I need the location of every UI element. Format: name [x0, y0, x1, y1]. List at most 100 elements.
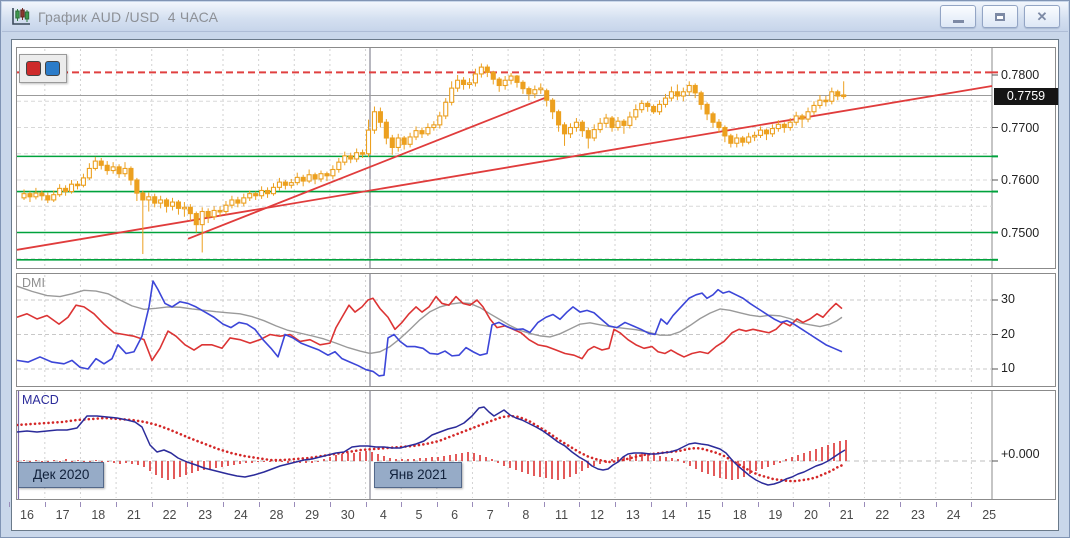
date-tick: [365, 502, 367, 507]
candle: [39, 192, 45, 197]
price-axis-label: 0.7600: [1001, 173, 1040, 187]
candle: [835, 91, 841, 97]
candle: [674, 91, 680, 97]
candle: [716, 121, 722, 129]
candle: [306, 174, 312, 182]
date-tick: [650, 502, 652, 507]
date-tick: [80, 502, 82, 507]
candle: [781, 123, 787, 129]
candle: [496, 78, 502, 87]
candle: [704, 103, 710, 115]
candle: [550, 99, 556, 113]
candle: [80, 177, 86, 186]
candle: [413, 130, 419, 138]
candle: [841, 94, 847, 98]
date-label: 29: [305, 508, 320, 522]
date-tick: [900, 502, 902, 507]
candle: [63, 187, 69, 193]
title-bar[interactable]: График AUD /USD 4 ЧАСА ✕: [2, 2, 1068, 32]
macd-pane[interactable]: MACD Дек 2020 Янв 2021 +0.000: [16, 390, 1056, 500]
candle: [312, 174, 318, 180]
macd-label: MACD: [22, 393, 59, 407]
date-tick: [793, 502, 795, 507]
maximize-button[interactable]: [982, 5, 1018, 28]
candle: [520, 81, 526, 90]
candle: [205, 210, 211, 218]
candle: [33, 192, 39, 198]
candle: [829, 91, 835, 102]
date-tick: [258, 502, 260, 507]
date-tick: [721, 502, 723, 507]
macd-histogram: [17, 440, 847, 480]
candle: [668, 91, 674, 99]
date-tick: [864, 502, 866, 507]
candle: [437, 115, 443, 126]
time-axis[interactable]: 16 17 18 21 22 23 24 28 29 30 4 5 6 7 8 11 12 13 14 15 18 19 2…: [9, 502, 1056, 530]
date-tick: [329, 502, 331, 507]
dmi-adx-line: [17, 285, 843, 355]
candle: [461, 79, 467, 85]
candle: [86, 167, 92, 179]
candle: [354, 152, 360, 160]
trendline-1[interactable]: [17, 85, 993, 251]
candle: [603, 117, 609, 124]
dmi-plot[interactable]: [17, 274, 1055, 386]
date-tick: [436, 502, 438, 507]
date-tick: [151, 502, 153, 507]
buy-marker-button[interactable]: [45, 61, 60, 76]
price-plot[interactable]: [17, 48, 1055, 268]
close-button[interactable]: ✕: [1024, 5, 1060, 28]
candle: [187, 206, 193, 215]
candle: [330, 168, 336, 177]
candle: [110, 166, 116, 172]
sell-marker-button[interactable]: [26, 61, 41, 76]
date-label: 23: [910, 508, 925, 522]
date-label: 23: [198, 508, 213, 522]
macd-plot[interactable]: [17, 391, 1055, 499]
candle: [585, 130, 591, 139]
candle: [484, 66, 490, 73]
candle: [502, 79, 508, 87]
date-label: 8: [522, 508, 530, 522]
candle: [431, 124, 437, 129]
date-label: 20: [804, 508, 818, 522]
candle: [561, 124, 568, 135]
date-tick: [44, 502, 46, 507]
candle: [247, 193, 253, 199]
candle: [752, 134, 758, 138]
current-price-badge: 0.7759: [994, 88, 1058, 106]
candle: [169, 201, 176, 207]
date-tick: [828, 502, 830, 507]
candle: [449, 87, 455, 103]
candle: [775, 123, 781, 130]
date-label: 19: [768, 508, 783, 522]
indicator-legend: [19, 54, 67, 83]
candle: [532, 89, 538, 95]
minimize-button[interactable]: [940, 5, 976, 28]
candle: [377, 111, 383, 123]
dmi-axis-label: 20: [1001, 326, 1015, 341]
candle: [787, 121, 793, 129]
candle: [544, 90, 550, 101]
candle: [116, 166, 122, 175]
candle: [395, 137, 401, 148]
date-label: 5: [415, 508, 423, 522]
date-label: 25: [982, 508, 997, 522]
date-label: 6: [451, 508, 459, 522]
macd-zero-label: +0.000: [1001, 447, 1040, 461]
date-tick: [579, 502, 581, 507]
date-tick: [9, 502, 11, 507]
candle: [336, 161, 342, 171]
candle: [692, 84, 698, 94]
candle: [455, 79, 461, 89]
candle: [823, 99, 829, 103]
date-tick: [472, 502, 474, 507]
dmi-pane[interactable]: DMI 30 20 10: [16, 273, 1056, 387]
trendline-2[interactable]: [187, 96, 548, 240]
candle: [579, 121, 585, 132]
candle: [799, 115, 805, 120]
candle: [146, 196, 152, 201]
price-pane[interactable]: 0.7800 0.7700 0.7600 0.7500 0.7759: [16, 47, 1058, 269]
candle: [175, 201, 182, 209]
candle: [74, 183, 81, 187]
